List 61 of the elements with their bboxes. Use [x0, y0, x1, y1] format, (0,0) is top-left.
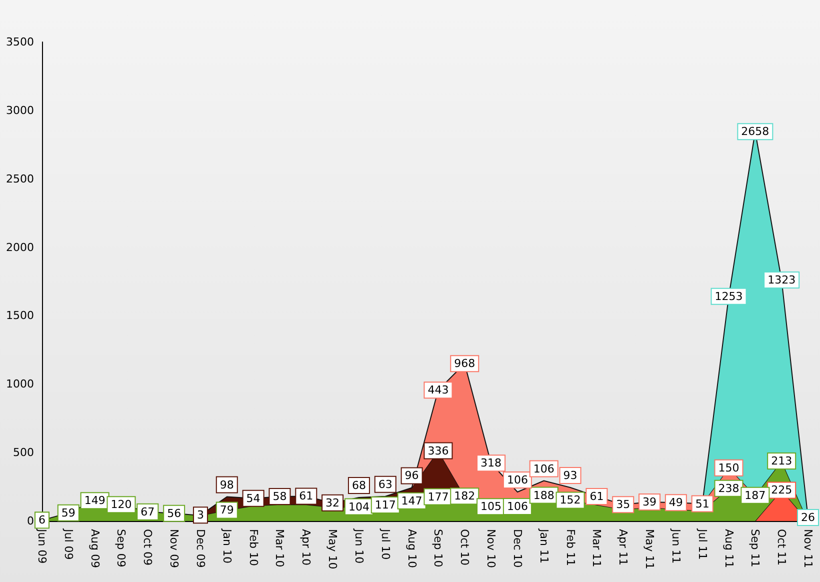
x-tick-label: Dec 09 — [194, 529, 207, 568]
data-label: 96 — [404, 469, 419, 482]
x-tick-label: Jul 09 — [62, 528, 75, 560]
data-label: 54 — [246, 492, 260, 505]
data-label: 93 — [563, 468, 578, 482]
data-label: 63 — [378, 478, 392, 491]
data-label: 35 — [616, 498, 630, 512]
x-tick-label: Feb 10 — [246, 529, 260, 566]
x-tick-label: May 10 — [326, 529, 340, 570]
x-tick-label: Oct 11 — [775, 529, 788, 566]
y-tick-label: 3000 — [6, 104, 34, 117]
data-label: 106 — [533, 462, 554, 476]
x-tick-label: Apr 11 — [616, 529, 630, 566]
data-label: 61 — [590, 490, 604, 504]
y-tick-label: 1500 — [6, 309, 34, 322]
y-tick-label: 2000 — [6, 240, 34, 254]
x-tick-label: Jan 10 — [220, 528, 234, 564]
x-tick-label: Aug 10 — [405, 529, 418, 568]
x-tick-label: Nov 09 — [168, 529, 181, 568]
x-tick-label: Jun 11 — [669, 528, 682, 564]
data-label: 79 — [220, 504, 234, 517]
data-label: 39 — [642, 495, 657, 508]
x-tick-label: Feb 11 — [564, 529, 577, 566]
data-label: 58 — [272, 490, 287, 504]
y-tick-label: 500 — [13, 446, 34, 460]
x-tick-label: May 11 — [643, 529, 656, 570]
x-tick-label: Apr 10 — [300, 529, 313, 566]
x-tick-label: Sep 09 — [114, 529, 128, 568]
y-tick-label: 0 — [27, 514, 34, 528]
x-tick-label: Mar 11 — [590, 529, 604, 568]
data-label: 68 — [352, 478, 366, 492]
x-tick-label: Oct 10 — [458, 529, 472, 566]
data-label: 32 — [326, 496, 340, 510]
x-tick-label: Sep 11 — [748, 529, 762, 568]
x-tick-label: Jun 10 — [352, 528, 366, 564]
data-label: 3 — [196, 508, 204, 522]
x-tick-label: Aug 11 — [722, 529, 736, 568]
x-tick-label: Aug 09 — [88, 529, 102, 568]
data-label: 49 — [668, 496, 683, 510]
data-label: 67 — [140, 505, 155, 518]
x-tick-label: Dec 10 — [510, 529, 524, 568]
x-tick-label: Sep 10 — [432, 529, 445, 568]
data-label: 61 — [299, 490, 314, 503]
data-label: 106 — [506, 473, 528, 486]
x-tick-label: Nov 11 — [802, 529, 814, 568]
data-label: 56 — [167, 506, 182, 520]
x-tick-label: Jun 09 — [36, 528, 48, 564]
data-label: 59 — [61, 506, 76, 520]
y-tick-label: 2500 — [6, 172, 34, 186]
x-tick-label: Jul 10 — [378, 528, 392, 560]
x-tick-label: Jul 11 — [696, 528, 709, 560]
x-tick-label: Mar 10 — [273, 529, 286, 568]
data-label: 6 — [38, 514, 46, 527]
y-tick-label: 1000 — [6, 378, 34, 391]
data-label: 51 — [695, 497, 710, 510]
data-label: 98 — [220, 478, 234, 492]
x-tick-label: Oct 09 — [141, 529, 154, 566]
x-tick-label: Nov 10 — [484, 529, 498, 568]
y-tick-label: 3500 — [6, 36, 34, 48]
data-label: 26 — [801, 510, 815, 524]
x-tick-label: Jan 11 — [537, 528, 550, 564]
